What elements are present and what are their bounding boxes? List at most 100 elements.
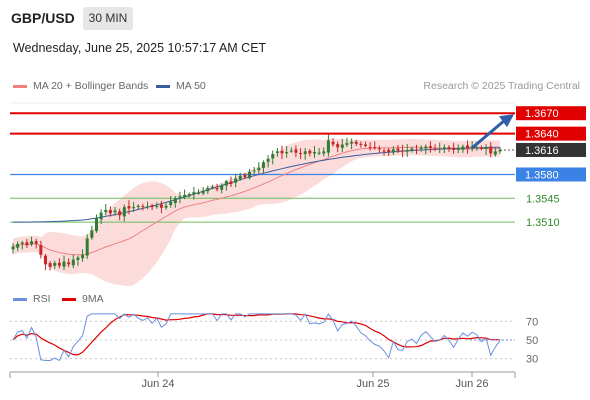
candle: [484, 144, 488, 156]
candle: [363, 141, 367, 148]
rsi-ma-legend-label: 9MA: [82, 293, 104, 305]
candle-body: [419, 147, 423, 149]
rsi-lines: [12, 312, 515, 362]
candle-body: [484, 147, 488, 150]
candle: [127, 200, 131, 215]
candle: [303, 147, 307, 160]
x-tick-label-Jun 26: Jun 26: [455, 378, 488, 390]
candle: [271, 150, 275, 165]
legend-ma50: MA 50: [156, 80, 206, 92]
candle-body: [354, 141, 358, 144]
candle: [132, 202, 136, 212]
candle: [173, 196, 177, 208]
candle-body: [410, 148, 414, 151]
candle: [479, 145, 483, 151]
rsi-chart: 70 50 30 Jun 24 Jun 25 Jun 26: [9, 312, 538, 390]
candle-body: [363, 144, 367, 146]
candle: [452, 142, 456, 154]
level-label-1.3510: 1.3510: [526, 217, 560, 229]
candle: [428, 141, 432, 153]
candle: [206, 185, 210, 194]
candle: [187, 192, 191, 198]
candle: [197, 189, 201, 195]
legend-bb: MA 20 + Bollinger Bands: [13, 80, 148, 92]
candle: [71, 254, 75, 269]
candle-body: [261, 162, 265, 168]
rsi-swatch: [13, 297, 27, 301]
candle: [280, 145, 284, 160]
candle: [178, 191, 182, 204]
candle-body: [136, 205, 140, 208]
candle: [387, 148, 391, 156]
candle-body: [164, 205, 168, 208]
candle: [159, 200, 163, 214]
candle-body: [271, 154, 275, 159]
candle-body: [39, 244, 43, 255]
candle: [48, 261, 52, 271]
candle-body: [220, 185, 224, 190]
candle: [39, 240, 43, 259]
candle: [317, 148, 321, 156]
candle-body: [178, 196, 182, 198]
level-label-1.3580: 1.3580: [525, 169, 559, 181]
candle-body: [317, 152, 321, 154]
candle-body: [81, 254, 85, 259]
forecast-arrow-shaft: [471, 118, 507, 150]
candle-body: [127, 206, 131, 209]
candle-body: [25, 242, 29, 246]
levels: [10, 112, 515, 223]
candle: [108, 206, 112, 217]
candle: [326, 134, 330, 157]
candle-body: [183, 194, 187, 198]
candle-body: [373, 147, 377, 149]
candle-body: [99, 212, 103, 220]
ma50-line: [13, 146, 501, 223]
symbol-label: GBP/USD: [11, 10, 75, 26]
candle: [67, 258, 71, 268]
candle-body: [415, 149, 419, 151]
candle: [489, 142, 493, 158]
timeframe-button[interactable]: 30 MIN: [83, 7, 133, 30]
candle-body: [377, 148, 381, 150]
ma50-legend-label: MA 50: [176, 80, 206, 92]
candle-body: [90, 230, 94, 238]
candle-body: [475, 147, 479, 149]
candle-body: [248, 171, 252, 179]
candle: [25, 238, 29, 248]
candle-body: [303, 151, 307, 155]
ma50-swatch: [156, 84, 170, 88]
candle-body: [308, 150, 312, 154]
candle: [350, 138, 354, 150]
candle: [215, 183, 219, 192]
level-box-1.3670: [516, 106, 586, 121]
candle: [285, 145, 289, 158]
candle: [433, 144, 437, 152]
candle: [257, 161, 261, 175]
candle: [294, 145, 298, 158]
candle: [401, 144, 405, 158]
candle: [201, 187, 205, 196]
level-label-1.3640: 1.3640: [525, 129, 559, 141]
candle-body: [257, 167, 261, 171]
candle-body: [359, 143, 363, 145]
rsi-ma-swatch: [62, 297, 76, 301]
candle: [447, 145, 451, 152]
candle-body: [285, 152, 289, 154]
candle: [405, 144, 409, 157]
candle-body: [345, 143, 349, 145]
candle: [299, 148, 303, 160]
candle: [76, 255, 80, 266]
candle-body: [489, 146, 493, 154]
candle-body: [67, 262, 71, 265]
candle-body: [350, 141, 354, 144]
forecast-arrow: [471, 114, 514, 150]
candle-body: [34, 241, 38, 244]
candle-body: [294, 149, 298, 153]
candle-body: [43, 255, 47, 265]
candle-body: [132, 207, 136, 209]
candle: [43, 254, 47, 271]
candle-body: [48, 263, 52, 268]
candle: [373, 141, 377, 150]
candle: [466, 140, 470, 154]
candle: [34, 238, 38, 249]
